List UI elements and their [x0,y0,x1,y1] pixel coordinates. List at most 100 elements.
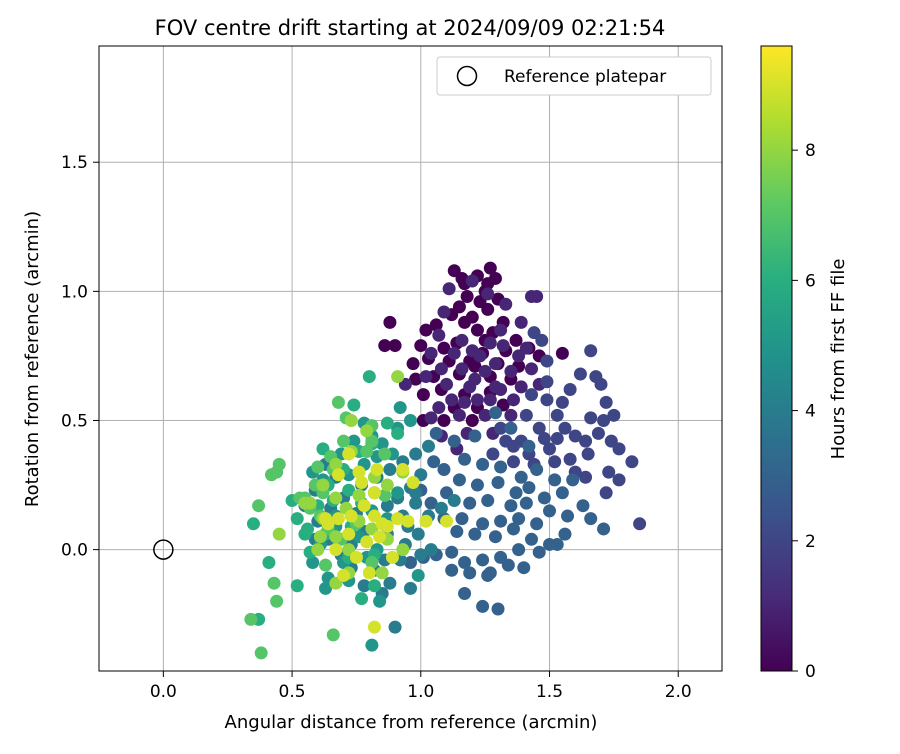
scatter-point [548,473,562,487]
scatter-point [524,532,538,546]
scatter-point [458,315,472,329]
scatter-point [532,421,546,435]
scatter-point [476,517,490,531]
scatter-point [319,558,333,572]
scatter-point [452,473,466,487]
scatter-point [599,486,613,500]
scatter-point [290,512,304,526]
scatter-point [298,496,312,510]
scatter-point [504,364,518,378]
scatter-point [478,408,492,422]
scatter-point [416,388,430,402]
scatter-point [393,401,407,415]
scatter-point [367,579,381,593]
scatter-point [540,393,554,407]
scatter-point [524,388,538,402]
scatter-point [337,568,351,582]
x-axis-label: Angular distance from reference (arcmin) [225,712,598,733]
scatter-point [419,514,433,528]
scatter-point [483,336,497,350]
scatter-point [504,408,518,422]
scatter-point [357,579,371,593]
scatter-point [424,411,438,425]
scatter-point [442,282,456,296]
scatter-point [429,318,443,332]
scatter-point [404,413,417,427]
y-axis-label: Rotation from reference (arcmin) [22,211,43,507]
scatter-point [267,576,281,590]
scatter-point [522,439,536,453]
scatter-point [468,372,482,386]
scatter-point [306,556,320,570]
scatter-point [396,463,410,477]
scatter-point [599,395,613,409]
scatter-point [391,426,405,440]
scatter-point [331,468,345,482]
scatter-point [262,556,276,570]
scatter-point [434,501,448,515]
legend: Reference platepar [436,56,712,96]
scatter-point [329,491,343,505]
colorbar-tick-label: 6 [805,271,816,291]
scatter-point [409,486,423,500]
scatter-point [344,509,358,523]
x-tick-label: 2.0 [665,682,692,702]
y-axis-ticks: 0.0 0.5 1.0 1.5 [61,153,99,561]
scatter-point [244,612,258,626]
scatter-point [470,478,484,492]
x-tick-label: 0.5 [279,682,306,702]
scatter-point [432,328,446,342]
scatter-points [244,261,647,660]
scatter-point [481,287,495,301]
scatter-point [540,354,554,368]
scatter-point [355,475,369,489]
scatter-point [365,434,379,448]
scatter-point [584,411,598,425]
scatter-point [396,543,410,557]
scatter-point [404,556,417,570]
scatter-point [481,302,495,316]
scatter-point [254,646,268,660]
scatter-point [347,434,361,448]
scatter-point [437,305,451,319]
scatter-point [581,447,595,461]
scatter-point [344,413,358,427]
scatter-point [530,517,544,531]
scatter-point [452,408,466,422]
x-tick-label: 1.0 [407,682,434,702]
scatter-point [329,457,343,471]
scatter-point [342,527,356,541]
scatter-point [496,339,510,353]
scatter-point [450,525,464,539]
scatter-point [550,537,564,551]
scatter-point [476,553,490,567]
scatter-point [373,594,387,608]
scatter-point [573,367,587,381]
scatter-point [458,452,472,466]
x-tick-label: 1.5 [536,682,563,702]
scatter-point [514,470,528,484]
scatter-point [329,543,343,557]
scatter-point [445,545,459,559]
scatter-point [290,579,304,593]
scatter-point [342,483,356,497]
scatter-point [360,424,374,438]
y-tick-label: 1.0 [61,282,88,302]
y-tick-label: 0.0 [61,541,88,561]
legend-label: Reference platepar [504,67,666,87]
chart-title: FOV centre drift starting at 2024/09/09 … [155,16,666,40]
x-axis-ticks: 0.0 0.5 1.0 1.5 2.0 [150,671,692,702]
scatter-point [419,323,433,337]
legend-marker [456,65,478,87]
scatter-point [460,290,474,304]
scatter-point [391,512,405,526]
scatter-point [468,527,482,541]
scatter-point [458,587,472,601]
scatter-point [506,393,520,407]
scatter-point [404,581,417,595]
scatter-point [440,514,454,528]
scatter-point [550,408,564,422]
grid [99,46,722,671]
colorbar-label: Hours from first FF file [828,259,849,460]
scatter-point [458,556,472,570]
